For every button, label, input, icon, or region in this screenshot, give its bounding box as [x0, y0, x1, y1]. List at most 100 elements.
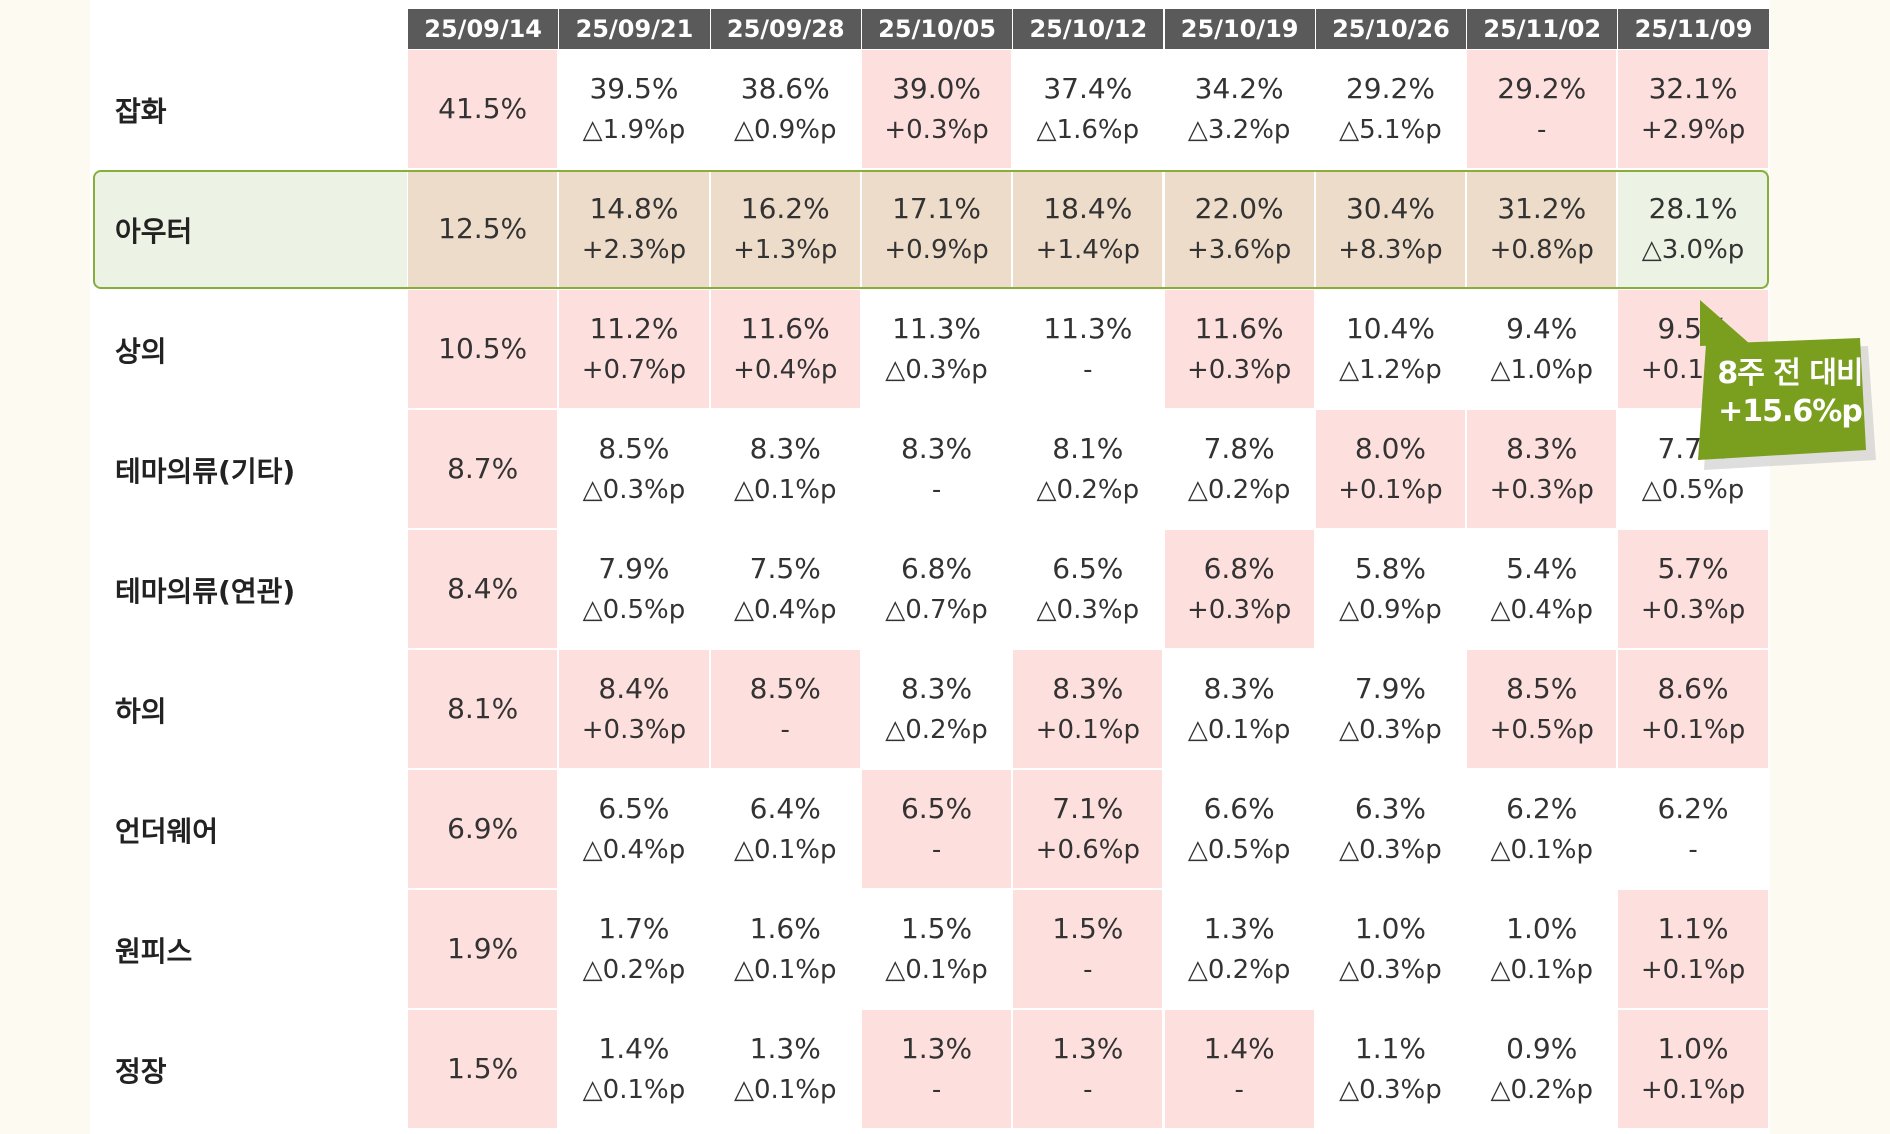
table-cell: 1.5% △0.1%p [861, 890, 1014, 1010]
row-label: 하의 [115, 695, 167, 728]
table-cell: 34.2% △3.2%p [1164, 50, 1316, 170]
cell-value: 28.1% [1648, 192, 1738, 225]
cell-value: 1.4% [1203, 1032, 1275, 1065]
table-cell: 1.3% △0.1%p [710, 1010, 862, 1130]
cell-change: +2.9%p [1640, 115, 1746, 145]
cell-change: △0.3%p [1339, 955, 1442, 985]
cell-change: △0.3%p [1036, 595, 1140, 625]
table-cell: 1.3% - [1013, 1010, 1165, 1130]
table-cell: 1.5% - [1013, 890, 1165, 1010]
cell-change: △0.4%p [1490, 595, 1594, 625]
column-header: 25/10/19 [1164, 9, 1316, 49]
cell-change: △0.2%p [582, 955, 686, 985]
cell-value: 1.4% [598, 1032, 670, 1065]
table-cell: 7.5% △0.4%p [710, 530, 862, 650]
table-cell: 28.1% △3.0%p [1618, 170, 1770, 290]
cell-change: △0.1%p [733, 835, 837, 865]
table-cell: 1.0% +0.1%p [1618, 1010, 1770, 1130]
cell-value: 6.4% [749, 792, 821, 825]
table-cell: 14.8% +2.3%p [559, 170, 711, 290]
table-cell: 5.7% +0.3%p [1618, 530, 1770, 650]
table-cell: 8.4% +0.3%p [559, 650, 711, 770]
cell-value: 22.0% [1194, 192, 1284, 225]
cell-change: - [931, 835, 942, 865]
column-header: 25/10/05 [861, 9, 1014, 49]
cell-change: +1.3%p [733, 235, 838, 265]
cell-change: △0.1%p [1490, 955, 1594, 985]
cell-change: - [1688, 835, 1698, 865]
cell-value: 6.9% [447, 812, 519, 845]
cell-value: 39.5% [589, 72, 679, 105]
cell-change: +3.6%p [1186, 235, 1292, 265]
cell-value: 5.4% [1506, 552, 1578, 585]
cell-value: 1.9% [447, 932, 519, 965]
cell-change: +0.8%p [1489, 235, 1594, 265]
table-cell: 39.0% +0.3%p [861, 50, 1014, 170]
cell-change: △0.2%p [885, 715, 988, 745]
table-cell: 5.8% △0.9%p [1315, 530, 1468, 650]
cell-change: △0.3%p [582, 475, 686, 505]
table-cell: 22.0% +3.6%p [1164, 170, 1316, 290]
cell-value: 1.1% [1354, 1032, 1427, 1065]
table-cell: 12.5% [408, 170, 560, 290]
cell-change: - [1234, 1075, 1244, 1105]
column-header: 25/09/14 [408, 9, 560, 49]
cell-change: △0.3%p [885, 355, 988, 385]
cell-value: 12.5% [438, 212, 528, 245]
table-cell: 8.3% △0.2%p [861, 650, 1014, 770]
table-cell: 8.3% △0.1%p [1164, 650, 1316, 770]
cell-value: 14.8% [589, 192, 679, 225]
cell-change: △0.2%p [1036, 475, 1140, 505]
row-label: 정장 [115, 1055, 167, 1088]
cell-change: △0.1%p [733, 475, 837, 505]
cell-value: 8.3% [1052, 672, 1124, 705]
cell-change: △0.1%p [582, 1075, 686, 1105]
cell-value: 1.7% [598, 912, 670, 945]
table-cell: 29.2% △5.1%p [1315, 50, 1468, 170]
cell-change: △1.2%p [1339, 355, 1442, 385]
cell-value: 41.5% [438, 92, 528, 125]
cell-change: +0.1%p [1640, 715, 1746, 745]
cell-value: 10.5% [438, 332, 528, 365]
cell-value: 6.5% [900, 792, 973, 825]
table-cell: 8.5% - [710, 650, 862, 770]
row-label: 언더웨어 [115, 815, 219, 848]
cell-value: 18.4% [1043, 192, 1133, 225]
cell-change: +0.3%p [1640, 595, 1746, 625]
cell-value: 29.2% [1345, 72, 1435, 105]
table-cell: 39.5% △1.9%p [559, 50, 711, 170]
cell-value: 8.1% [447, 692, 519, 725]
cell-value: 5.8% [1354, 552, 1427, 585]
cell-value: 6.5% [1052, 552, 1124, 585]
cell-value: 6.2% [1657, 792, 1729, 825]
cell-change: △0.2%p [1490, 1075, 1594, 1105]
column-header: 25/11/02 [1467, 9, 1619, 49]
table-cell: 8.1% △0.2%p [1013, 410, 1165, 530]
cell-change: △0.1%p [885, 955, 988, 985]
cell-value: 39.0% [892, 72, 982, 105]
cell-change: △0.5%p [582, 595, 686, 625]
table-cell: 1.3% △0.2%p [1164, 890, 1316, 1010]
cell-value: 8.3% [1506, 432, 1578, 465]
cell-change: +1.4%p [1035, 235, 1140, 265]
table-cell: 6.2% △0.1%p [1467, 770, 1619, 890]
cell-change: △5.1%p [1339, 115, 1442, 145]
cell-value: 7.9% [598, 552, 670, 585]
cell-change: +2.3%p [581, 235, 687, 265]
cell-value: 8.3% [900, 672, 973, 705]
cell-value: 8.7% [447, 452, 519, 485]
cell-value: 1.3% [1203, 912, 1275, 945]
cell-change: +0.3%p [1186, 595, 1292, 625]
cell-change: △0.1%p [1490, 835, 1594, 865]
callout-text: 8주 전 대비 +15.6%p [1690, 355, 1890, 431]
table-cell: 6.5% △0.4%p [559, 770, 711, 890]
cell-change: △0.3%p [1339, 1075, 1442, 1105]
table-cell: 11.6% +0.3%p [1164, 290, 1316, 410]
cell-value: 29.2% [1497, 72, 1587, 105]
row-label: 잡화 [115, 95, 167, 128]
table-cell: 31.2% +0.8%p [1467, 170, 1619, 290]
table-cell: 8.3% +0.1%p [1013, 650, 1165, 770]
table-cell: 6.5% △0.3%p [1013, 530, 1165, 650]
table-cell: 8.4% [408, 530, 560, 650]
